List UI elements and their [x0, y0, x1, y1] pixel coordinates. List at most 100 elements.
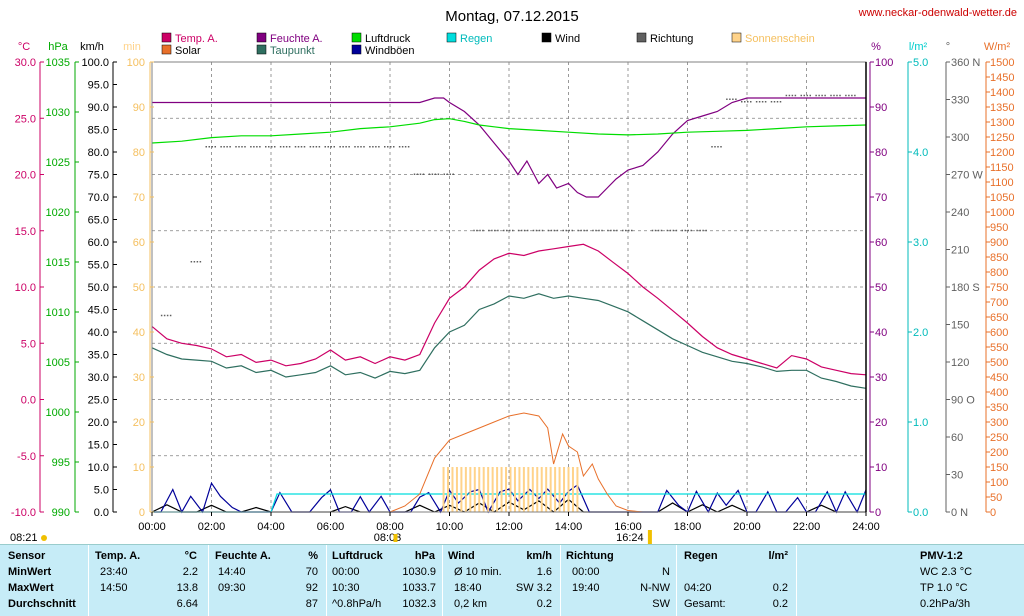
direction-point [696, 229, 698, 232]
direction-point [226, 146, 228, 148]
axis-label-solar: 50 [990, 492, 1002, 504]
direction-point [672, 229, 675, 232]
axis-label-hum: 90 [875, 102, 887, 114]
direction-point [520, 229, 523, 232]
legend-label-hum: Feuchte A. [270, 33, 323, 45]
axis-label-dir: 60 [951, 432, 963, 444]
axis-label-wind: 70.0 [88, 192, 109, 204]
stats-wind-value: 0.2 [536, 598, 552, 610]
stats-header-wind: Wind [448, 550, 475, 562]
axis-label-wind: 10.0 [88, 462, 109, 474]
stats-separator [560, 545, 561, 616]
x-tick-label: 14:00 [555, 521, 583, 533]
axis-label-solar: 1000 [990, 207, 1014, 219]
direction-point [416, 173, 419, 175]
x-tick-label: 24:00 [852, 521, 880, 533]
stats-header-press-unit: hPa [414, 550, 435, 562]
axis-label-solar: 1400 [990, 87, 1014, 99]
direction-point [315, 146, 318, 148]
direction-point [755, 101, 758, 103]
stats-press-value: 1030.9 [402, 566, 436, 578]
axis-label-solar: 600 [990, 327, 1008, 339]
direction-point [616, 229, 618, 232]
axis-label-dir: 0 N [951, 507, 968, 519]
axis-label-rain: 4.0 [913, 147, 928, 159]
stats-wind-value: SW 3.2 [515, 582, 552, 594]
direction-point [419, 173, 422, 175]
x-tick-label: 06:00 [317, 521, 345, 533]
direction-point [482, 229, 484, 232]
direction-point [654, 229, 657, 232]
direction-point [550, 229, 553, 232]
direction-point [360, 146, 362, 148]
direction-point [705, 229, 707, 232]
axis-label-wind: 60.0 [88, 237, 109, 249]
axis-label-hum: 100 [875, 57, 893, 69]
stats-header-pmv: PMV-1:2 [920, 550, 963, 562]
direction-point [562, 229, 564, 232]
direction-point [657, 229, 660, 232]
direction-point [288, 146, 291, 148]
direction-point [297, 146, 300, 148]
stats-dir-value: N [662, 566, 670, 578]
direction-point [434, 173, 437, 175]
axis-label-sunmin: 40 [133, 327, 145, 339]
axis-label-hum: 30 [875, 372, 887, 384]
direction-point [446, 173, 448, 175]
direction-point [779, 101, 782, 103]
stats-dir-time: 00:00 [572, 566, 600, 578]
axis-label-dir: 30 [951, 470, 963, 482]
stats-row-label: MaxWert [8, 582, 54, 594]
direction-point [770, 101, 773, 103]
axis-unit-4: % [871, 41, 881, 53]
axis-label-solar: 850 [990, 252, 1008, 264]
axis-unit-0: °C [18, 41, 30, 53]
direction-point [711, 146, 713, 148]
direction-point [806, 94, 808, 97]
axis-label-sunmin: 30 [133, 372, 145, 384]
direction-point [821, 94, 823, 97]
direction-point [729, 98, 731, 100]
axis-label-dir: 180 S [951, 282, 980, 294]
legend-swatch-hum [256, 32, 267, 43]
direction-point [758, 101, 761, 103]
axis-label-sunmin: 100 [127, 57, 145, 69]
axis-label-solar: 800 [990, 267, 1008, 279]
direction-point [274, 146, 276, 148]
axis-label-rain: 1.0 [913, 417, 928, 429]
x-tick-label: 12:00 [495, 521, 523, 533]
stats-hum-value: 70 [305, 566, 318, 578]
axis-label-solar: 200 [990, 447, 1008, 459]
axis-label-wind: 20.0 [88, 417, 109, 429]
direction-point [265, 146, 267, 148]
axis-label-wind: 55.0 [88, 260, 109, 272]
direction-point [675, 229, 678, 232]
axis-label-temp: -5.0 [17, 451, 36, 463]
stats-temp-value: 2.2 [182, 566, 198, 578]
direction-point [586, 229, 588, 232]
x-tick-label: 10:00 [436, 521, 464, 533]
axis-label-wind: 0.0 [94, 507, 109, 519]
stats-header-hum: Feuchte A. [215, 550, 271, 562]
direction-point [160, 314, 163, 317]
stats-wind-time: Ø 10 min. [454, 566, 502, 578]
axis-label-sunmin: 20 [133, 417, 145, 429]
stats-wind-time: 18:40 [454, 582, 482, 594]
direction-point [809, 94, 811, 97]
direction-point [669, 229, 672, 232]
axis-label-dir: 210 [951, 245, 969, 257]
axis-label-temp: -10.0 [11, 507, 36, 519]
direction-point [571, 229, 573, 232]
axis-label-hum: 50 [875, 282, 887, 294]
direction-point [413, 173, 416, 175]
direction-point [494, 229, 496, 232]
axis-label-temp: 15.0 [15, 226, 36, 238]
direction-point [163, 314, 166, 317]
direction-point [372, 146, 374, 148]
stats-header-hum-unit: % [308, 550, 318, 562]
axis-label-solar: 1250 [990, 132, 1014, 144]
axis-label-wind: 5.0 [94, 485, 109, 497]
x-tick-label: 18:00 [674, 521, 702, 533]
axis-label-rain: 2.0 [913, 327, 928, 339]
direction-point [497, 229, 499, 232]
